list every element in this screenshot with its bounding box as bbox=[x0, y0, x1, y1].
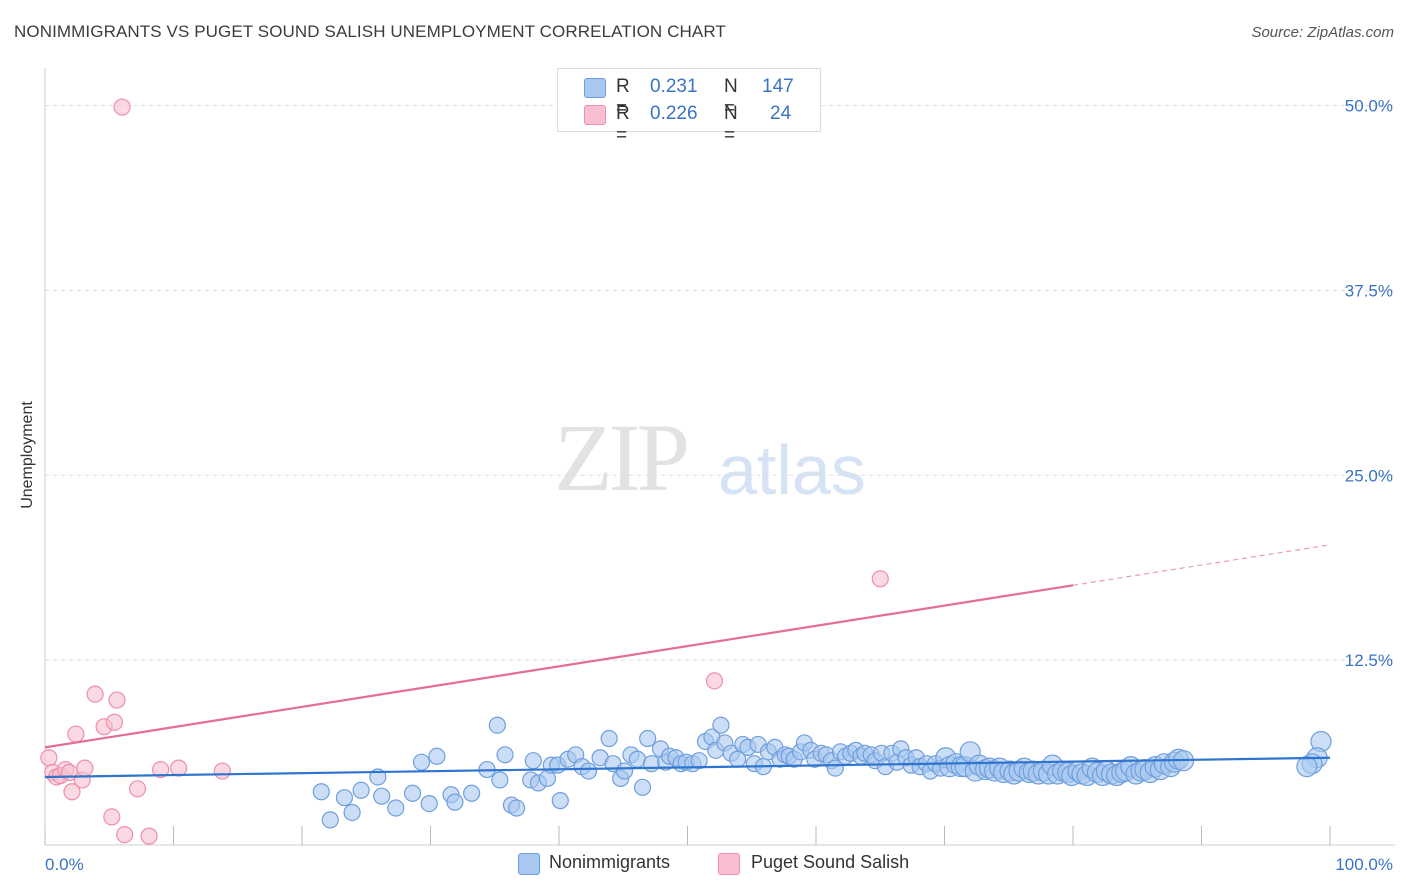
puget-sound-salish-point bbox=[871, 570, 889, 588]
puget-sound-salish-point bbox=[76, 759, 94, 777]
legend-swatch-pink bbox=[584, 105, 606, 125]
source-label: Source: ZipAtlas.com bbox=[1251, 24, 1394, 41]
watermark-zip: ZIP bbox=[554, 404, 690, 511]
nonimmigrants-point bbox=[600, 729, 618, 748]
legend-label: Puget Sound Salish bbox=[751, 852, 910, 872]
puget-sound-salish-point bbox=[86, 685, 104, 703]
puget-sound-salish-point bbox=[152, 760, 170, 779]
legend-swatch-pink bbox=[718, 853, 740, 875]
watermark-atlas: atlas bbox=[718, 431, 866, 509]
y-tick-label: 25.0% bbox=[1345, 466, 1393, 485]
nonimmigrants-point bbox=[352, 781, 370, 799]
puget-sound-salish-point bbox=[40, 749, 58, 767]
chart-title: NONIMMIGRANTS VS PUGET SOUND SALISH UNEM… bbox=[14, 22, 726, 41]
puget-sound-salish-trendline bbox=[44, 584, 1074, 749]
puget-sound-salish-point bbox=[67, 725, 85, 743]
nonimmigrants-point bbox=[642, 755, 661, 773]
nonimmigrants-point bbox=[579, 762, 598, 780]
puget-sound-salish-point bbox=[128, 780, 147, 798]
nonimmigrants-point bbox=[463, 784, 481, 802]
nonimmigrants-point bbox=[551, 792, 569, 810]
legend-r-value: 0.231 bbox=[650, 76, 698, 97]
nonimmigrants-point bbox=[524, 752, 542, 770]
nonimmigrants-point bbox=[496, 746, 514, 764]
legend-swatch-blue bbox=[518, 853, 540, 875]
legend-r-label: R = bbox=[616, 76, 630, 119]
puget-sound-salish-point bbox=[63, 783, 81, 801]
nonimmigrants-point bbox=[1296, 756, 1318, 778]
legend-n-label: N = bbox=[724, 76, 738, 119]
nonimmigrants-point bbox=[373, 787, 391, 805]
legend-swatch-blue bbox=[584, 78, 606, 98]
x-tick-label: 0.0% bbox=[45, 855, 84, 874]
legend-r-label: R = bbox=[616, 103, 630, 146]
nonimmigrants-point bbox=[420, 794, 438, 813]
nonimmigrants-point bbox=[628, 750, 646, 768]
puget-sound-salish-point bbox=[105, 713, 123, 731]
puget-sound-salish-point bbox=[705, 672, 724, 690]
nonimmigrants-point bbox=[412, 753, 431, 771]
nonimmigrants-point bbox=[712, 716, 730, 734]
legend-n-value: 147 bbox=[762, 76, 794, 97]
nonimmigrants-point bbox=[690, 752, 708, 770]
y-tick-label: 37.5% bbox=[1345, 281, 1393, 300]
legend-r-value: 0.226 bbox=[650, 103, 698, 124]
legend-n-value: 24 bbox=[770, 103, 792, 124]
puget-sound-salish-point bbox=[108, 691, 126, 709]
nonimmigrants-point bbox=[633, 778, 652, 796]
nonimmigrants-point bbox=[387, 799, 405, 817]
nonimmigrants-point bbox=[403, 784, 422, 802]
puget-sound-salish-point bbox=[140, 827, 158, 845]
x-tick-label: 100.0% bbox=[1335, 855, 1393, 874]
nonimmigrants-point bbox=[428, 747, 446, 765]
nonimmigrants-point bbox=[321, 811, 339, 829]
series-legend: Nonimmigrants Puget Sound Salish bbox=[0, 852, 1406, 878]
y-tick-label: 12.5% bbox=[1345, 651, 1393, 670]
legend-label: Nonimmigrants bbox=[549, 852, 671, 872]
nonimmigrants-point bbox=[491, 771, 509, 789]
puget-sound-salish-trendline-extension bbox=[1072, 544, 1331, 586]
nonimmigrants-point bbox=[488, 716, 506, 734]
nonimmigrants-point bbox=[312, 783, 330, 801]
legend-n-label: N = bbox=[724, 103, 738, 146]
nonimmigrants-point bbox=[507, 799, 526, 817]
nonimmigrants-point bbox=[335, 789, 354, 807]
nonimmigrants-point bbox=[615, 762, 634, 780]
nonimmigrants-point bbox=[639, 729, 657, 748]
nonimmigrants-trendline bbox=[44, 756, 1331, 779]
puget-sound-salish-point bbox=[170, 759, 188, 777]
puget-sound-salish-point bbox=[116, 826, 134, 844]
correlation-legend: R = 0.231 N = 147 R = 0.226 N = 24 bbox=[557, 68, 821, 146]
puget-sound-salish-point bbox=[113, 98, 131, 116]
puget-sound-salish-point bbox=[103, 808, 121, 826]
puget-sound-salish-point bbox=[213, 762, 231, 780]
y-tick-label: 50.0% bbox=[1345, 97, 1393, 116]
nonimmigrants-point bbox=[343, 803, 361, 822]
nonimmigrants-point bbox=[446, 793, 464, 811]
